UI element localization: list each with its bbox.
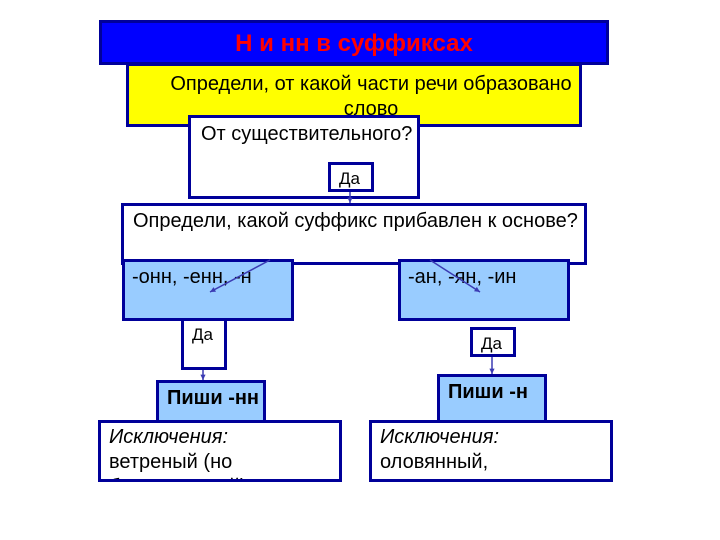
write-right-box: Пиши -н	[437, 374, 547, 426]
exception-left-box: Исключения: ветреный (но безветренный)	[98, 420, 342, 482]
title-box: Н и нн в суффиксах	[99, 20, 609, 65]
yes1-box: Да	[328, 162, 374, 192]
exception-right-rest: оловянный,	[380, 451, 488, 473]
exception-right-label: Исключения:	[380, 426, 499, 448]
yes3-box: Да	[470, 327, 516, 357]
exception-left-rest: ветреный (но безветренный)	[109, 451, 247, 482]
left-suffix-box: -онн, -енн, -н	[122, 259, 294, 321]
step2-box: От существительного?	[188, 115, 420, 199]
right-suffix-box: -ан, -ян, -ин	[398, 259, 570, 321]
exception-left-label: Исключения:	[109, 426, 228, 448]
title-text: Н и нн в суффиксах	[102, 23, 606, 59]
step3-text: Определи, какой суффикс прибавлен к осно…	[133, 209, 584, 234]
step3-box: Определи, какой суффикс прибавлен к осно…	[121, 203, 587, 265]
exception-right-box: Исключения: оловянный,	[369, 420, 613, 482]
yes2-box: Да	[181, 318, 227, 370]
step2-text: От существительного?	[201, 122, 417, 147]
